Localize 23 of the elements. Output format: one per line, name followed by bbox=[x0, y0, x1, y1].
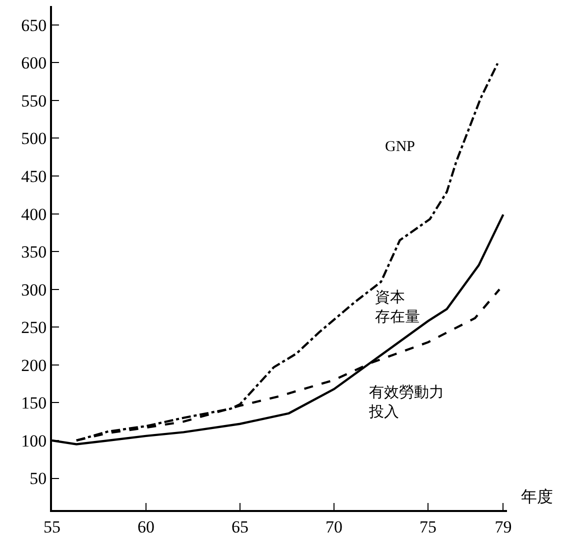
text: GNP bbox=[385, 139, 416, 155]
y-tick-label: 50 bbox=[30, 469, 47, 488]
y-tick-label: 100 bbox=[21, 431, 47, 450]
x-tick-label: 75 bbox=[420, 517, 437, 536]
y-tick-label: 550 bbox=[21, 91, 47, 110]
x-tick-label: 79 bbox=[494, 517, 512, 536]
x-tick-label: 70 bbox=[326, 517, 343, 536]
x-tick-label: 60 bbox=[138, 517, 155, 536]
y-tick-label: 300 bbox=[21, 280, 47, 300]
x-tick-label: 55 bbox=[44, 517, 60, 536]
y-tick-label: 400 bbox=[21, 204, 47, 224]
y-tick-label: 350 bbox=[21, 242, 47, 262]
y-tick-label: 250 bbox=[21, 318, 47, 338]
y-tick-label: 150 bbox=[21, 394, 47, 413]
y-tick-label: 200 bbox=[21, 356, 47, 375]
x-tick-label: 65 bbox=[232, 517, 249, 536]
series-label: 有效勞動力投入 bbox=[368, 384, 444, 420]
y-tick-label: 650 bbox=[21, 16, 47, 35]
y-tick-label: 600 bbox=[21, 54, 47, 73]
series-label: 資本存在量 bbox=[375, 289, 420, 326]
y-tick-label: 500 bbox=[21, 129, 47, 148]
y-tick-label: 450 bbox=[21, 166, 47, 186]
x-axis-title: 年度 bbox=[521, 488, 553, 506]
